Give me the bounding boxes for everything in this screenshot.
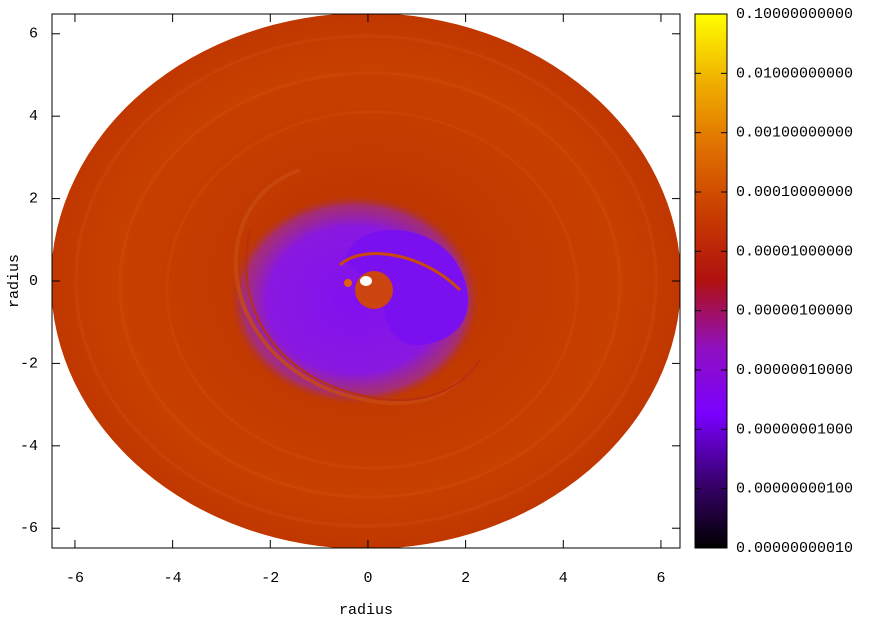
- x-axis-label: radius: [339, 602, 393, 619]
- x-tick-label: 0: [363, 570, 372, 587]
- colorbar: [694, 13, 728, 549]
- colorbar-tick-label: 0.00000000010: [736, 540, 853, 557]
- y-tick-label: 2: [29, 191, 38, 208]
- y-tick-label: 4: [29, 108, 38, 125]
- x-tick-label: 4: [559, 570, 568, 587]
- colorbar-tick-label: 0.00000010000: [736, 362, 853, 379]
- colorbar-tick-label: 0.00000001000: [736, 421, 853, 438]
- x-tick-label: 2: [461, 570, 470, 587]
- x-tick-label: 6: [656, 570, 665, 587]
- colorbar-tick-label: 0.01000000000: [736, 65, 853, 82]
- y-axis-label: radius: [6, 254, 23, 308]
- x-tick-label: -6: [66, 570, 84, 587]
- y-tick-label: 0: [29, 273, 38, 290]
- y-tick-label: -2: [20, 355, 38, 372]
- x-tick-label: -2: [261, 570, 279, 587]
- colorbar-tick-label: 0.00100000000: [736, 125, 853, 142]
- colorbar-tick-label: 0.00000100000: [736, 303, 853, 320]
- y-tick-label: -4: [20, 438, 38, 455]
- colorbar-tick-label: 0.00010000000: [736, 184, 853, 201]
- colorbar-tick-label: 0.00000000100: [736, 481, 853, 498]
- x-tick-label: -4: [164, 570, 182, 587]
- colorbar-tick-label: 0.10000000000: [736, 6, 853, 23]
- heatmap-image: [52, 14, 680, 548]
- colorbar-tick-label: 0.00001000000: [736, 243, 853, 260]
- y-tick-label: -6: [20, 520, 38, 537]
- y-tick-label: 6: [29, 26, 38, 43]
